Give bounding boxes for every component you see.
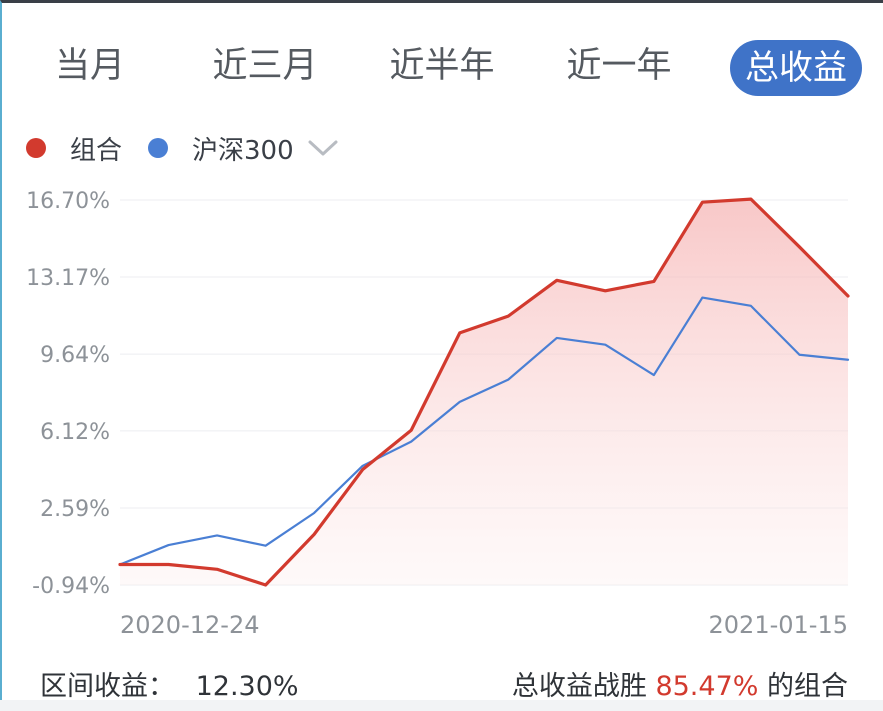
chevron-down-icon[interactable]	[306, 136, 340, 160]
beat-prefix: 总收益战胜	[511, 671, 647, 702]
chart-legend: 组合 沪深300	[26, 128, 340, 168]
legend-label-portfolio: 组合	[70, 135, 123, 166]
series-lines	[118, 197, 850, 587]
y-tick-label: -0.94%	[32, 574, 110, 599]
beat-percentage: 总收益战胜 85.47% 的组合	[512, 664, 848, 703]
legend-item-benchmark[interactable]: 沪深300	[148, 130, 294, 167]
legend-item-portfolio[interactable]: 组合	[26, 130, 122, 167]
area-fill-layer	[120, 199, 848, 585]
tab-three-months[interactable]: 近三月	[212, 46, 318, 86]
x-axis-start-label: 2020-12-24	[120, 611, 259, 639]
beat-value: 85.47%	[655, 671, 759, 702]
portfolio-dot-icon	[26, 138, 46, 158]
portfolio-area	[120, 199, 848, 585]
tab-one-year[interactable]: 近一年	[566, 46, 672, 86]
interval-return-value: 12.30%	[195, 671, 299, 702]
y-tick-label: 6.12%	[40, 420, 110, 445]
y-tick-label: 13.17%	[26, 266, 110, 291]
beat-suffix: 的组合	[767, 671, 848, 702]
benchmark-dot-icon	[148, 138, 169, 158]
y-tick-label: 9.64%	[40, 343, 110, 368]
interval-return: 区间收益： 12.30%	[40, 664, 299, 703]
tab-total-return[interactable]: 总收益	[730, 40, 862, 96]
portfolio-line	[118, 197, 850, 587]
interval-return-label: 区间收益：	[40, 671, 175, 702]
y-tick-label: 16.70%	[26, 189, 110, 214]
y-tick-label: 2.59%	[40, 497, 110, 522]
chart-footer: 区间收益： 12.30% 总收益战胜 85.47% 的组合	[0, 660, 883, 706]
benchmark-line	[118, 296, 850, 566]
tab-current-month[interactable]: 当月	[54, 46, 125, 86]
y-axis-ticks: 16.70% 13.17% 9.64% 6.12% 2.59% -0.94%	[26, 189, 110, 599]
legend-label-benchmark: 沪深300	[192, 135, 294, 166]
x-axis-end-label: 2021-01-15	[709, 611, 848, 639]
bottom-strip	[0, 700, 883, 711]
tab-half-year[interactable]: 近半年	[389, 46, 495, 86]
period-tabs: 当月 近三月 近半年 近一年 总收益	[0, 36, 883, 100]
